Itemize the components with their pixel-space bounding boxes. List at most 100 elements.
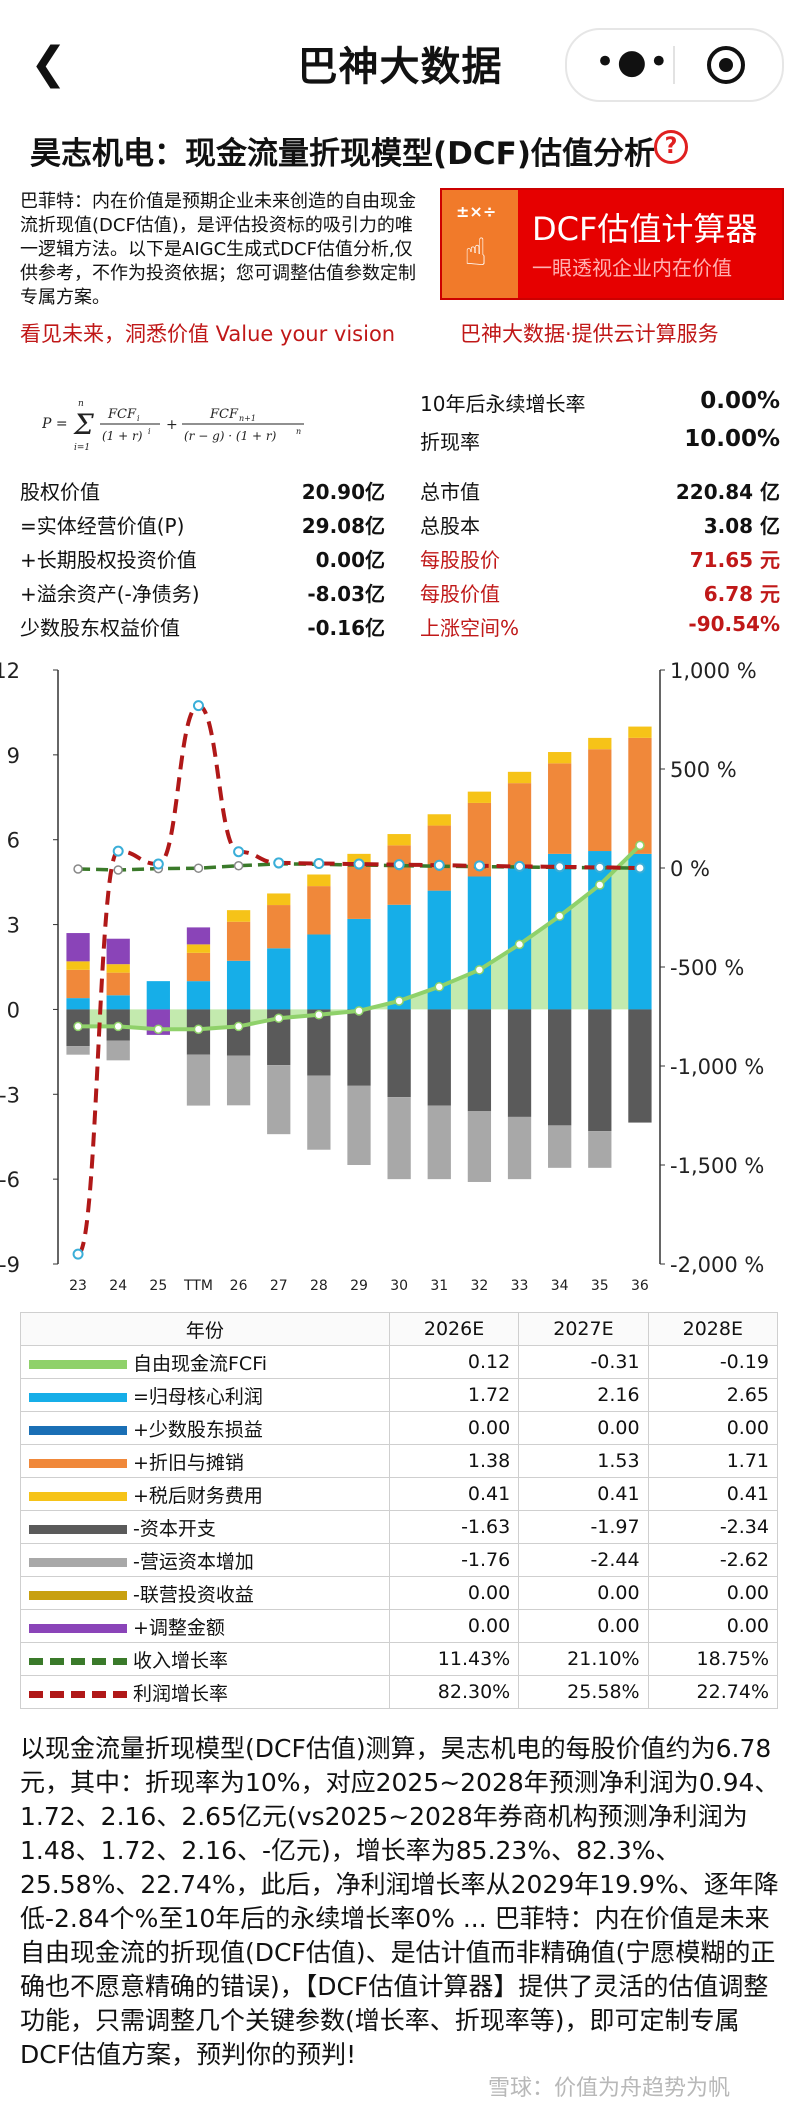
fcf-point — [153, 1024, 164, 1034]
metric-value: 3.08 亿 — [703, 514, 780, 538]
dcf-formula: P = Σ n i=1 FCF i (1 + r) i + FCF n+1 (r − … — [42, 399, 304, 453]
table-header-cell: 2028E — [647, 1312, 779, 1346]
bar-segment — [347, 1085, 371, 1165]
bar-segment — [628, 737, 652, 854]
row-label-cell: -营运资本增加 — [20, 1543, 390, 1577]
bar-segment — [548, 853, 572, 1010]
bar-segment — [267, 1065, 291, 1135]
bar-segment — [226, 1055, 251, 1106]
fcf-point — [394, 996, 404, 1006]
bar-segment — [628, 853, 652, 1010]
value-cell: 0.00 — [518, 1576, 649, 1610]
help-icon[interactable]: ? — [654, 130, 688, 164]
row-label: +折旧与摊销 — [133, 1451, 244, 1474]
metric-label: +长期股权投资价值 — [20, 548, 197, 572]
value-cell: -1.63 — [388, 1510, 520, 1544]
y-tick-label-right: -1,000 % — [670, 1055, 764, 1079]
bar-segment — [588, 749, 612, 852]
pointing-hand-icon: ☝ — [464, 230, 488, 274]
forecast-table: 年份 2026E 2027E 2028E 自由现金流FCFi 0.12 -0.31-… — [20, 1312, 779, 1709]
metric-label: 总股本 — [420, 514, 480, 538]
bar-segment — [307, 886, 331, 935]
param-label: 折现率 — [420, 430, 480, 454]
profit-growth-point — [233, 846, 245, 858]
bar-segment — [347, 1009, 371, 1086]
value-cell: -1.97 — [518, 1510, 649, 1544]
target-icon[interactable] — [707, 46, 745, 84]
value-cell: -2.34 — [647, 1510, 779, 1544]
dcf-calculator-banner[interactable]: ±×÷ ☝ DCF估值计算器 一眼透视企业内在价值 — [440, 188, 784, 300]
metric-value: 20.90亿 — [301, 480, 385, 504]
x-tick-label: 30 — [390, 1278, 408, 1294]
table-row: +折旧与摊销 1.38 1.53 1.71 — [20, 1444, 779, 1478]
bar-segment — [427, 814, 451, 826]
x-tick-label: 27 — [270, 1278, 288, 1294]
bar-segment — [628, 1009, 652, 1123]
table-header-cell: 2027E — [518, 1312, 649, 1346]
bar-segment — [387, 845, 411, 905]
app-title: 巴神大数据 — [297, 44, 503, 90]
param-value[interactable]: 0.00% — [700, 388, 780, 414]
row-label: =归母核心利润 — [133, 1385, 263, 1408]
table-header-cell: 2026E — [388, 1312, 520, 1346]
value-cell: 0.41 — [388, 1477, 520, 1511]
bar-segment — [467, 1111, 492, 1182]
bar-segment — [588, 1131, 612, 1168]
value-cell: 2.65 — [647, 1378, 779, 1412]
row-label-cell: +折旧与摊销 — [20, 1444, 390, 1478]
param-label: 10年后永续增长率 — [420, 392, 586, 416]
fcf-point — [514, 939, 525, 950]
bar-segment — [106, 972, 130, 996]
bar-segment — [628, 726, 652, 738]
row-label-cell: +调整金额 — [20, 1609, 390, 1643]
row-label-cell: -资本开支 — [20, 1510, 390, 1544]
bar-segment — [427, 890, 451, 1010]
more-dots-icon[interactable]: •●• — [595, 42, 671, 82]
row-label-cell: 自由现金流FCFi — [20, 1345, 390, 1379]
metric-value: 0.00亿 — [315, 548, 385, 572]
bar-segment — [186, 1054, 211, 1106]
metric-label: +溢余资产(-净债务) — [20, 582, 200, 606]
row-label-cell: -联营投资收益 — [20, 1576, 390, 1610]
bar-segment — [548, 1125, 572, 1168]
value-cell: 0.12 — [388, 1345, 520, 1379]
revenue-growth-point — [193, 863, 204, 873]
fcf-point — [635, 840, 645, 851]
x-tick-label: 29 — [350, 1278, 368, 1294]
back-arrow-icon[interactable]: ❮ — [30, 38, 67, 89]
svg-text:i: i — [137, 414, 140, 423]
x-tick-label: 34 — [551, 1278, 569, 1294]
table-row: =归母核心利润 1.72 2.16 2.65 — [20, 1378, 779, 1412]
bar-segment — [267, 893, 291, 906]
fcf-point — [273, 1013, 284, 1023]
legend-swatch — [29, 1623, 127, 1633]
profit-growth-point — [72, 1248, 84, 1260]
y-tick-label-right: 1,000 % — [670, 659, 757, 683]
fcf-point — [193, 1024, 204, 1034]
svg-text:i: i — [148, 427, 151, 436]
value-cell: 82.30% — [388, 1675, 520, 1709]
bar-segment — [507, 1116, 532, 1180]
bar-segment — [427, 1105, 451, 1180]
y-tick-label-right: -2,000 % — [670, 1253, 764, 1277]
metric-label: 总市值 — [420, 480, 480, 504]
x-tick-label: 36 — [631, 1278, 649, 1294]
watermark: 雪球：价值为舟趋势为帆 — [488, 2076, 731, 2101]
metric-label: 少数股东权益价值 — [20, 616, 180, 640]
bar-segment — [548, 752, 572, 764]
value-cell: 1.53 — [518, 1444, 649, 1478]
x-tick-label: TTM — [183, 1278, 213, 1294]
bar-segment — [106, 964, 130, 973]
svg-text:Σ: Σ — [73, 408, 94, 441]
bar-segment — [507, 771, 532, 784]
top-nav-bar: ❮ 巴神大数据 •●• — [0, 0, 800, 128]
bar-segment — [507, 865, 532, 1010]
table-row: -资本开支 -1.63 -1.97 -2.34 — [20, 1510, 779, 1544]
bar-segment — [548, 763, 572, 854]
mini-program-capsule: •●• — [565, 28, 784, 102]
dcf-combo-chart: 129630-3-6-91,000 %500 %0 %-500 %-1,000 … — [0, 659, 764, 1294]
slogan-right: 巴神大数据·提供云计算服务 — [460, 322, 719, 346]
y-tick-label-right: 500 % — [670, 758, 737, 782]
value-cell: -2.44 — [518, 1543, 649, 1577]
param-value[interactable]: 10.00% — [684, 426, 780, 452]
